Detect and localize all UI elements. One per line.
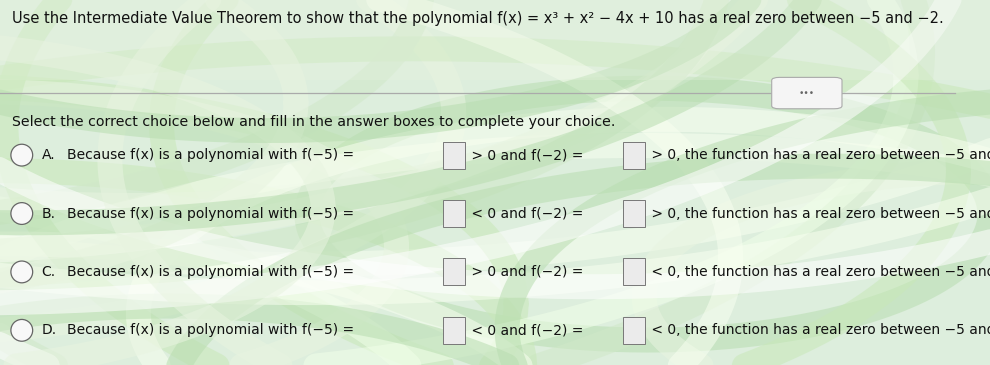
Text: > 0 and f(−2) =: > 0 and f(−2) = bbox=[467, 148, 588, 162]
Text: < 0 and f(−2) =: < 0 and f(−2) = bbox=[467, 207, 588, 220]
Text: Because f(x) is a polynomial with f(−5) =: Because f(x) is a polynomial with f(−5) … bbox=[67, 148, 358, 162]
Text: > 0 and f(−2) =: > 0 and f(−2) = bbox=[467, 265, 588, 279]
FancyBboxPatch shape bbox=[623, 317, 644, 344]
Ellipse shape bbox=[11, 144, 33, 166]
Ellipse shape bbox=[11, 203, 33, 224]
FancyBboxPatch shape bbox=[444, 317, 465, 344]
Text: Because f(x) is a polynomial with f(−5) =: Because f(x) is a polynomial with f(−5) … bbox=[67, 207, 358, 220]
FancyBboxPatch shape bbox=[0, 0, 990, 80]
Text: Use the Intermediate Value Theorem to show that the polynomial f(x) = x³ + x² − : Use the Intermediate Value Theorem to sh… bbox=[12, 11, 943, 26]
FancyBboxPatch shape bbox=[772, 77, 842, 109]
Text: •••: ••• bbox=[799, 89, 815, 97]
Ellipse shape bbox=[11, 261, 33, 283]
Text: D.: D. bbox=[42, 323, 56, 337]
Text: > 0, the function has a real zero between −5 and −2.: > 0, the function has a real zero betwee… bbox=[646, 207, 990, 220]
Text: Because f(x) is a polynomial with f(−5) =: Because f(x) is a polynomial with f(−5) … bbox=[67, 323, 358, 337]
FancyBboxPatch shape bbox=[623, 258, 644, 285]
Text: < 0, the function has a real zero between −5 and −2.: < 0, the function has a real zero betwee… bbox=[646, 323, 990, 337]
Text: Because f(x) is a polynomial with f(−5) =: Because f(x) is a polynomial with f(−5) … bbox=[67, 265, 358, 279]
Ellipse shape bbox=[11, 319, 33, 341]
FancyBboxPatch shape bbox=[444, 142, 465, 169]
FancyBboxPatch shape bbox=[623, 200, 644, 227]
Text: B.: B. bbox=[42, 207, 55, 220]
FancyBboxPatch shape bbox=[623, 142, 644, 169]
Text: Select the correct choice below and fill in the answer boxes to complete your ch: Select the correct choice below and fill… bbox=[12, 115, 615, 129]
Text: < 0 and f(−2) =: < 0 and f(−2) = bbox=[467, 323, 588, 337]
Text: A.: A. bbox=[42, 148, 55, 162]
FancyBboxPatch shape bbox=[444, 200, 465, 227]
Text: > 0, the function has a real zero between −5 and −2.: > 0, the function has a real zero betwee… bbox=[646, 148, 990, 162]
Text: < 0, the function has a real zero between −5 and −2.: < 0, the function has a real zero betwee… bbox=[646, 265, 990, 279]
FancyBboxPatch shape bbox=[444, 258, 465, 285]
Text: C.: C. bbox=[42, 265, 55, 279]
